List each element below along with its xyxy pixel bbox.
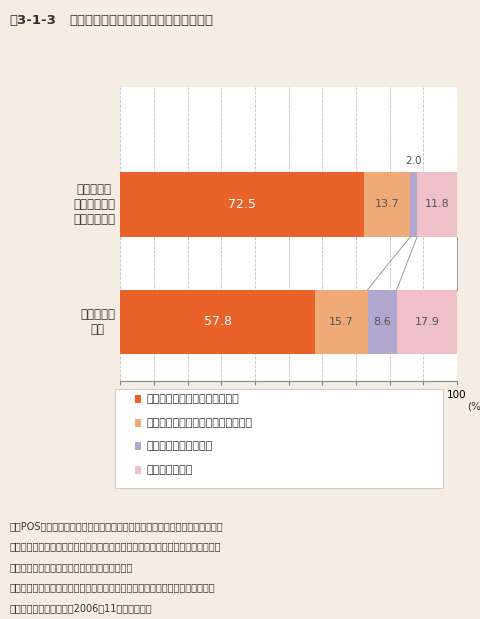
Text: よくわからない: よくわからない	[146, 465, 192, 475]
Text: 13.7: 13.7	[374, 199, 399, 209]
Bar	[120, 290, 314, 354]
Text: 高価格帯で
販売を行って
いる中小企業: 高価格帯で 販売を行って いる中小企業	[73, 183, 115, 226]
Text: 8.6: 8.6	[372, 317, 390, 327]
Text: 図3-1-3: 図3-1-3	[10, 14, 56, 27]
Text: 17.9: 17.9	[413, 317, 438, 327]
Text: 業務に関連しないが地域資源は存在: 業務に関連しないが地域資源は存在	[146, 418, 252, 428]
Bar	[409, 172, 416, 236]
Text: 業務に関連する地域資源が存在: 業務に関連する地域資源が存在	[146, 394, 239, 404]
Text: 注：POSシステムデータで、中小企業全体の平均単価より高い商品を一定以上: 注：POSシステムデータで、中小企業全体の平均単価より高い商品を一定以上	[10, 521, 223, 531]
Bar	[396, 290, 456, 354]
Text: 11.8: 11.8	[424, 199, 448, 209]
Text: (%): (%)	[466, 402, 480, 412]
Text: 2.0: 2.0	[405, 156, 421, 166]
Bar	[314, 290, 367, 354]
Text: 72.5: 72.5	[228, 197, 256, 211]
Bar	[416, 172, 456, 236]
Text: 資料：株式会社三菱総合研究所「地域中小企業の差別化への取り組みに関する: 資料：株式会社三菱総合研究所「地域中小企業の差別化への取り組みに関する	[10, 582, 215, 592]
Text: 57.8: 57.8	[203, 315, 231, 329]
Text: アンケート調査」（2006年11月）より作成: アンケート調査」（2006年11月）より作成	[10, 603, 152, 613]
Bar	[367, 290, 396, 354]
Text: 地域資源は存在しない: 地域資源は存在しない	[146, 441, 213, 451]
Text: 15.7: 15.7	[328, 317, 353, 327]
Bar	[364, 172, 409, 236]
Text: 販売する企業を抽出し、これを高価格帯で販売を行っている中小企業とし、: 販売する企業を抽出し、これを高価格帯で販売を行っている中小企業とし、	[10, 542, 221, 552]
Text: それ以外の
企業: それ以外の 企業	[80, 308, 115, 336]
Text: その他の「農林水産型」企業と区分した。: その他の「農林水産型」企業と区分した。	[10, 562, 132, 572]
Bar	[120, 172, 364, 236]
Text: 地域資源の活用に対する中小企業の認識: 地域資源の活用に対する中小企業の認識	[70, 14, 213, 27]
